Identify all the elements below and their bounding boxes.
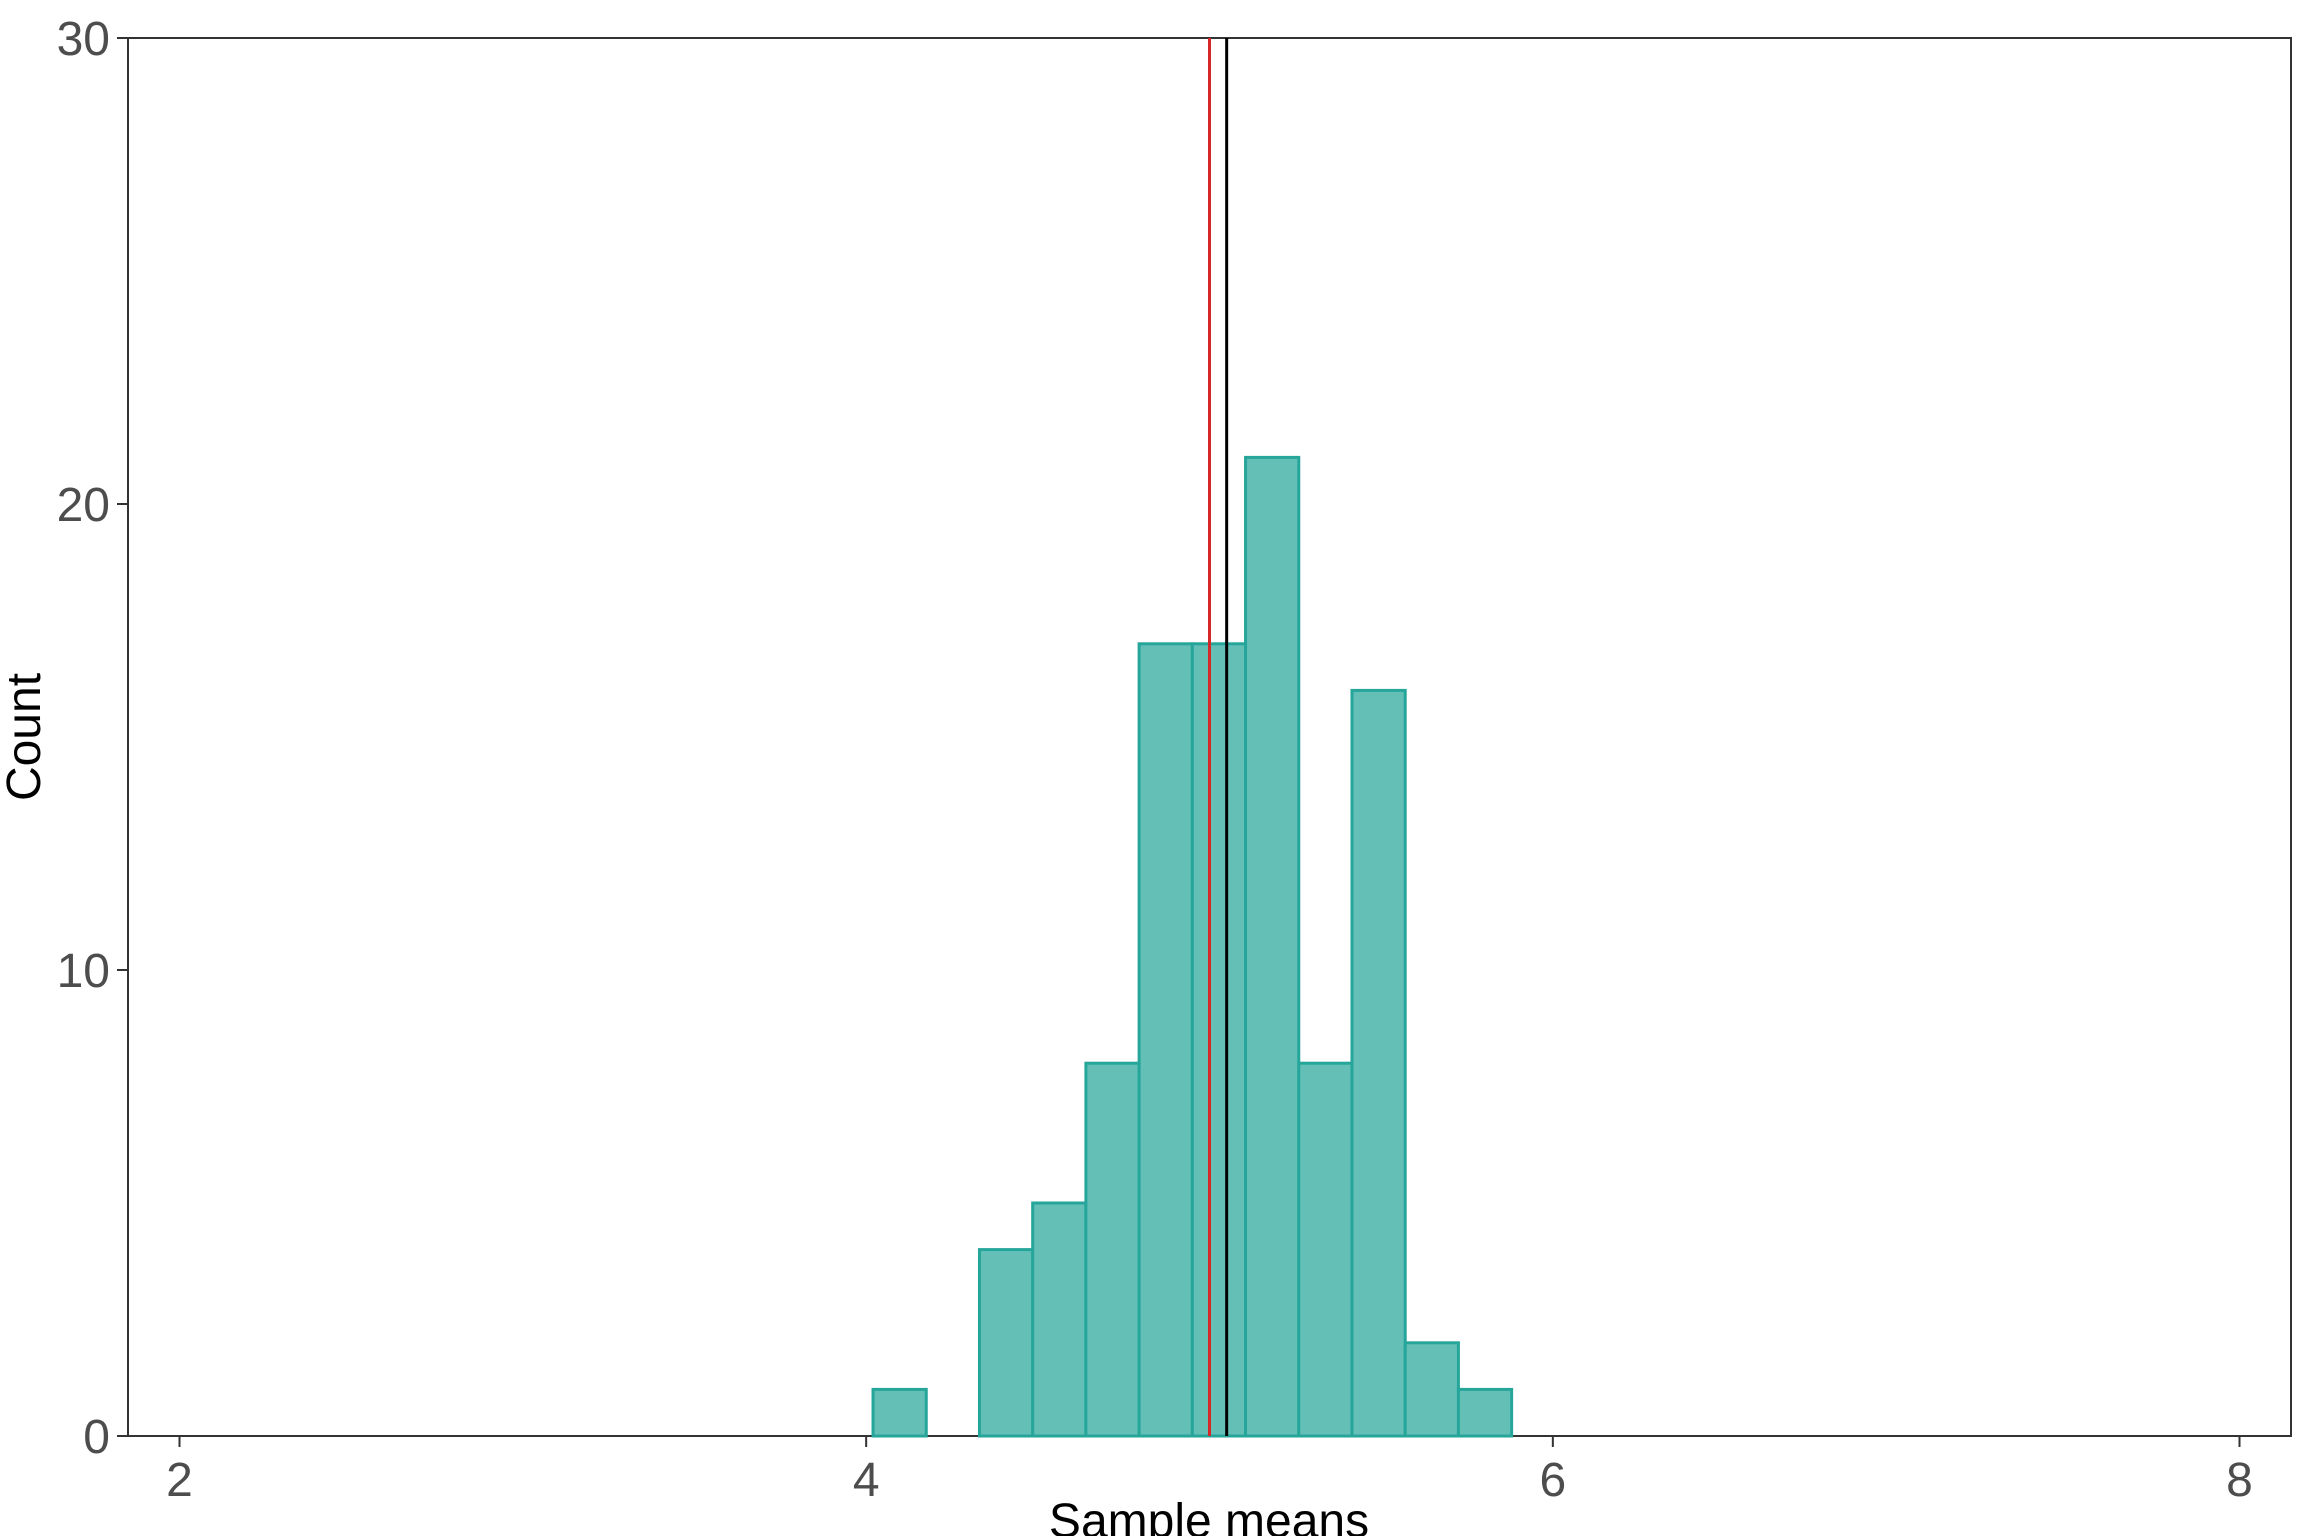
y-tick-label: 10	[57, 945, 110, 998]
histogram-bar-3	[1031, 1201, 1088, 1438]
y-axis-title: Count	[0, 673, 51, 801]
x-tick-label: 2	[166, 1454, 193, 1507]
histogram-bar-2	[977, 1248, 1035, 1438]
histogram-bar-1	[871, 1387, 928, 1438]
x-tick-label: 4	[853, 1454, 880, 1507]
histogram-bar-10	[1403, 1341, 1460, 1438]
y-tick-label: 20	[57, 479, 110, 532]
reference-lines	[1208, 38, 1229, 1436]
histogram-bar-9	[1350, 688, 1407, 1438]
x-tick-label: 8	[2226, 1454, 2253, 1507]
x-axis-title: Sample means	[1049, 1495, 1369, 1536]
histogram-bar-6	[1190, 642, 1248, 1438]
histogram-bar-4	[1084, 1061, 1141, 1438]
y-axis-ticks: 0 10 20 30	[57, 13, 128, 1464]
histogram-bar-8	[1297, 1061, 1354, 1438]
histogram-bar-5	[1137, 642, 1194, 1438]
x-axis-ticks: 2 4 6 8	[166, 1436, 2253, 1507]
y-tick-label: 0	[83, 1411, 110, 1464]
histogram-bar-11	[1456, 1387, 1514, 1438]
y-tick-label: 30	[57, 13, 110, 66]
histogram-bars	[871, 455, 1514, 1438]
histogram-bar-7	[1244, 455, 1301, 1438]
x-tick-label: 6	[1539, 1454, 1566, 1507]
